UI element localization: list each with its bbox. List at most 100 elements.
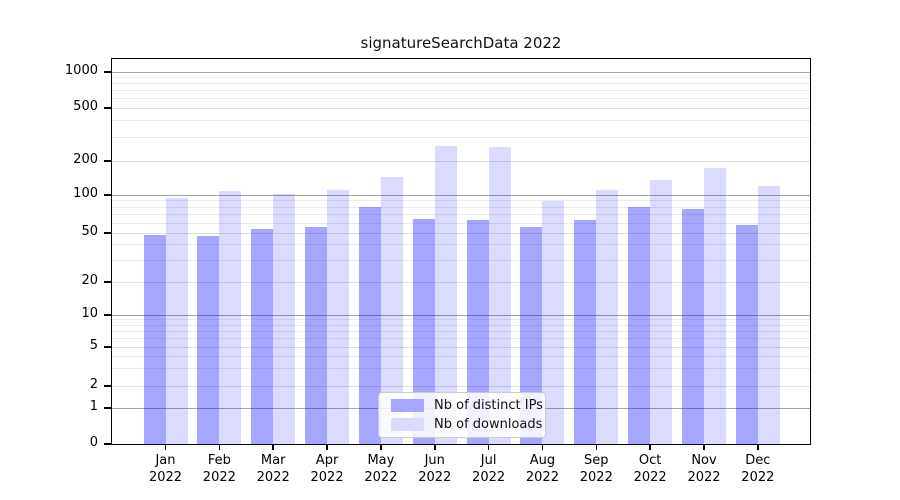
x-tick-mark [757,444,759,450]
gridline-major [112,194,810,196]
x-tick-label: Jan 2022 [131,452,201,486]
x-tick-year: 2022 [472,470,506,485]
x-tick-year: 2022 [202,470,236,485]
gridline-major [112,71,810,73]
gridline-minor [112,137,810,139]
bar-distinct-ips-may [358,206,381,444]
bar-downloads-mar [273,194,296,444]
y-tick-label: 500 [73,99,98,114]
x-tick-mark [272,444,274,450]
y-tick-label: 1000 [64,63,98,78]
y-tick-label: 1 [89,399,98,414]
y-tick-label: 0 [89,435,98,450]
gridline-minor [112,368,810,370]
legend-swatch-downloads [391,418,424,431]
gridline-minor [112,355,810,357]
x-tick-month: Dec [745,453,771,468]
legend-label-distinct-ips: Nb of distinct IPs [434,398,543,413]
y-tick-mark [104,346,112,348]
bar-distinct-ips-aug [520,226,543,444]
x-tick-month: Aug [529,453,556,468]
bar-distinct-ips-jul [466,220,489,444]
gridline-minor [112,259,810,261]
y-tick-mark [104,71,112,73]
bar-distinct-ips-dec [735,224,758,444]
gridline-minor [112,330,810,332]
y-tick-label: 2 [89,377,98,392]
y-tick-label: 100 [73,186,98,201]
y-tick-label: 20 [81,273,98,288]
x-tick-month: Mar [260,453,286,468]
bar-distinct-ips-feb [197,236,220,444]
y-tick-mark [104,385,112,387]
y-tick-label: 10 [81,306,98,321]
x-tick-month: Jun [424,453,445,468]
gridline-minor [112,214,810,216]
bar-downloads-jan [165,197,188,444]
gridline-labeled-minor [112,232,810,234]
x-tick-label: Jul 2022 [454,452,524,486]
bar-downloads-aug [542,200,565,444]
x-tick-label: Dec 2022 [723,452,793,486]
y-tick-mark [104,232,112,234]
x-tick-label: Jun 2022 [400,452,470,486]
x-tick-year: 2022 [741,470,775,485]
x-tick-month: Sep [584,453,609,468]
chart-title: signatureSearchData 2022 [360,34,562,52]
y-tick-label: 200 [73,152,98,167]
bar-distinct-ips-oct [628,207,651,444]
x-tick-year: 2022 [633,470,667,485]
bar-distinct-ips-nov [682,209,704,444]
gridline-minor [112,222,810,224]
x-tick-label: May 2022 [346,452,416,486]
y-tick-mark [104,107,112,109]
gridline-minor [112,76,810,78]
x-tick-mark [164,444,167,450]
gridline-minor [112,83,810,85]
x-tick-mark [649,444,651,450]
y-tick-mark [104,160,112,162]
gridline-minor [112,338,810,340]
legend-swatch-distinct-ips [391,399,424,412]
bar-downloads-nov [704,168,726,444]
gridline-minor [112,200,810,202]
x-tick-label: Aug 2022 [507,452,577,486]
bar-downloads-jul [488,147,511,444]
x-tick-mark [326,444,328,450]
x-tick-mark [380,444,382,450]
x-tick-month: Nov [691,453,717,468]
bar-downloads-feb [219,191,242,444]
x-tick-mark [703,444,705,450]
legend: Nb of distinct IPs Nb of downloads [378,392,546,438]
bar-distinct-ips-sep [574,220,597,444]
gridline-minor [112,244,810,246]
x-tick-year: 2022 [418,470,452,485]
x-tick-label: Sep 2022 [561,452,631,486]
x-tick-mark [218,444,221,450]
x-tick-mark [434,444,436,450]
legend-item-distinct-ips: Nb of distinct IPs [391,398,545,413]
x-tick-label: Mar 2022 [238,452,308,486]
x-tick-label: Apr 2022 [292,452,362,486]
gridline-minor [112,319,810,321]
x-tick-month: Apr [315,453,339,468]
bar-distinct-ips-jan [143,235,166,444]
gridline-minor [112,206,810,208]
gridline-minor [112,90,810,92]
x-tick-year: 2022 [310,470,344,485]
x-tick-year: 2022 [148,470,183,485]
y-tick-mark [104,443,112,445]
bar-downloads-oct [650,179,673,444]
x-tick-mark [541,444,544,450]
gridline-labeled-minor [112,107,810,109]
x-tick-mark [595,444,598,450]
legend-item-downloads: Nb of downloads [391,417,545,432]
x-tick-label: Feb 2022 [184,452,254,486]
x-tick-month: Oct [638,453,662,468]
x-tick-month: Feb [207,453,231,468]
y-tick-mark [104,314,112,316]
bar-downloads-jun [434,145,457,444]
x-tick-mark [487,444,490,450]
x-tick-label: Nov 2022 [669,452,739,486]
